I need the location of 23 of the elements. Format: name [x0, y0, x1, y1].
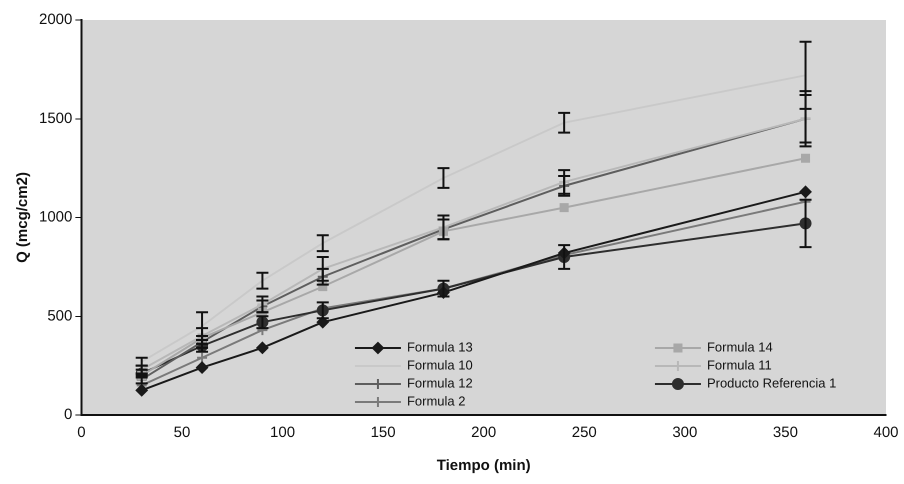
- legend-label: Formula 11: [706, 358, 772, 373]
- y-tick-label: 1500: [38, 110, 72, 127]
- y-tick-label: 1000: [38, 208, 72, 226]
- legend-label: Formula 10: [406, 358, 473, 373]
- legend-label: Formula 2: [406, 394, 466, 409]
- y-tick-label: 0: [64, 406, 72, 424]
- x-tick-label: 350: [772, 424, 798, 442]
- y-tick-label: 500: [47, 307, 72, 324]
- y-tick-label: 2000: [38, 11, 72, 28]
- legend-label: Formula 13: [406, 340, 473, 355]
- x-tick-label: 300: [672, 424, 698, 442]
- y-axis-title: Q (mcg/cm2): [14, 172, 32, 263]
- x-tick-label: 150: [370, 424, 396, 442]
- legend-label: Formula 14: [706, 340, 773, 355]
- legend-label: Formula 12: [406, 376, 473, 391]
- x-tick-label: 50: [174, 424, 190, 442]
- legend-label: Producto Referencia 1: [706, 376, 836, 391]
- x-tick-label: 100: [270, 424, 296, 442]
- x-axis-title: Tiempo (min): [436, 457, 531, 474]
- x-tick-label: 200: [471, 424, 496, 442]
- x-tick-label: 250: [572, 424, 597, 442]
- x-tick-label: 0: [77, 424, 86, 442]
- x-tick-label: 400: [873, 424, 899, 442]
